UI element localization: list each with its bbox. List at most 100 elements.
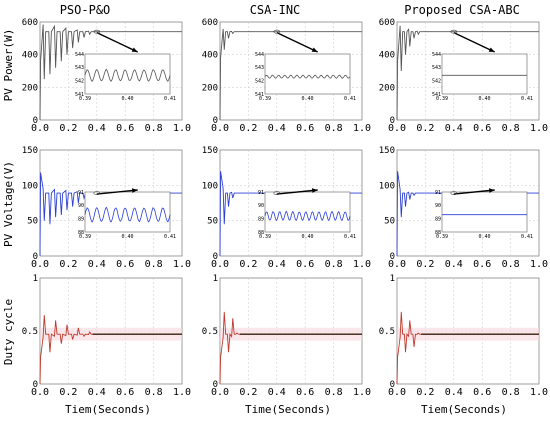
y-tick-label: 200 <box>22 83 38 93</box>
inset-y-tick-label: 541 <box>255 92 264 98</box>
inset-x-tick-label: 0.41 <box>344 96 356 102</box>
y-tick-label: 0 <box>213 116 218 126</box>
series-line <box>39 24 182 121</box>
column-xlabel-csa-abc: Tiem(Seconds) <box>421 403 507 416</box>
inset-y-tick-label: 91 <box>435 190 441 196</box>
y-tick-label: 1 <box>390 274 395 284</box>
y-tick-label: 150 <box>22 146 38 156</box>
chart-panel: 0.0 0.2 0.4 0.6 0.8 1.0 0 200 400 600 541 542 543 544… <box>379 18 548 134</box>
y-tick-label: 0 <box>390 116 395 126</box>
y-tick-label: 0 <box>213 380 218 390</box>
y-tick-label: 0.5 <box>379 327 395 337</box>
x-tick-label: 0.4 <box>88 123 106 134</box>
y-tick-label: 150 <box>202 146 218 156</box>
column-xlabel-csa-inc: Time(Seconds) <box>245 403 331 416</box>
inset-x-tick-label: 0.39 <box>436 96 448 102</box>
x-tick-label: 0.6 <box>116 123 134 134</box>
zoom-region-marker <box>93 29 101 34</box>
x-tick-label: 0.2 <box>59 387 77 398</box>
series-line <box>219 311 362 385</box>
column-title-csa-abc: Proposed CSA-ABC <box>404 3 520 17</box>
inset-series-line <box>264 210 351 222</box>
x-tick-label: 0.6 <box>296 259 314 270</box>
inset-x-tick-label: 0.41 <box>164 234 176 240</box>
inset-x-tick-label: 0.40 <box>121 96 133 102</box>
inset-y-tick-label: 88 <box>258 230 264 236</box>
zoom-arrow <box>96 32 138 53</box>
inset-x-tick-label: 0.39 <box>259 234 271 240</box>
x-tick-label: 0.4 <box>445 259 463 270</box>
x-tick-label: 0.8 <box>502 259 520 270</box>
chart-panel: 0.0 0.2 0.4 0.6 0.8 1.0 0 0.5 1 <box>22 274 191 398</box>
inset-x-tick-label: 0.40 <box>121 234 133 240</box>
inset-plot-area <box>264 53 351 95</box>
zoom-arrow-head <box>488 188 495 193</box>
y-tick-label: 0 <box>390 380 395 390</box>
inset-y-tick-label: 91 <box>258 190 264 196</box>
chart-panels: 0.0 0.2 0.4 0.6 0.8 1.0 0 200 400 600 541 542 543 544… <box>22 18 548 398</box>
y-tick-label: 600 <box>202 18 218 28</box>
chart-panel: 0.0 0.2 0.4 0.6 0.8 1.0 0 0.5 1 <box>379 274 548 398</box>
x-tick-label: 0.8 <box>325 387 343 398</box>
x-tick-label: 0.6 <box>473 123 491 134</box>
x-tick-label: 0.8 <box>502 387 520 398</box>
row-ylabel-duty: Duty cycle <box>2 299 15 365</box>
inset-y-tick-label: 91 <box>78 190 84 196</box>
y-tick-label: 0 <box>33 252 38 262</box>
y-tick-label: 400 <box>379 51 395 61</box>
x-tick-label: 1.0 <box>353 259 371 270</box>
inset-y-tick-label: 542 <box>432 78 441 84</box>
x-tick-label: 0.0 <box>388 387 406 398</box>
inset-x-tick-label: 0.40 <box>478 96 490 102</box>
inset-zoom: 88 89 90 91 0.39 0.40 0.41 <box>435 188 533 240</box>
inset-y-tick-label: 544 <box>75 52 84 58</box>
y-tick-label: 1 <box>33 274 38 284</box>
x-tick-label: 0.8 <box>145 259 163 270</box>
x-tick-label: 0.6 <box>116 259 134 270</box>
y-tick-label: 400 <box>202 51 218 61</box>
chart-panel: 0.0 0.2 0.4 0.6 0.8 1.0 0 50 100 150 88 89 90 91 0.39 0… <box>22 146 191 270</box>
x-tick-label: 0.2 <box>239 259 257 270</box>
x-tick-label: 1.0 <box>530 259 548 270</box>
inset-zoom: 541 542 543 544 0.39 0.40 0.41 <box>255 29 356 102</box>
x-tick-label: 0.4 <box>88 387 106 398</box>
x-tick-label: 0.4 <box>88 259 106 270</box>
inset-y-tick-label: 544 <box>255 52 264 58</box>
x-tick-label: 0.0 <box>31 259 49 270</box>
inset-y-tick-label: 543 <box>75 65 84 71</box>
inset-x-tick-label: 0.41 <box>521 96 533 102</box>
zoom-arrow-head <box>311 188 318 193</box>
inset-plot-area <box>441 53 528 95</box>
x-tick-label: 0.6 <box>473 387 491 398</box>
inset-y-tick-label: 88 <box>435 230 441 236</box>
chart-panel: 0.0 0.2 0.4 0.6 0.8 1.0 0 200 400 600 541 542 543 544… <box>202 18 371 134</box>
inset-x-tick-label: 0.39 <box>79 234 91 240</box>
zoom-arrow-head <box>311 47 318 52</box>
x-tick-label: 1.0 <box>173 123 191 134</box>
inset-x-tick-label: 0.40 <box>301 96 313 102</box>
y-tick-label: 50 <box>207 217 218 227</box>
inset-y-tick-label: 90 <box>78 203 84 209</box>
series-line <box>39 315 182 385</box>
column-title-csa-inc: CSA-INC <box>250 3 301 17</box>
x-tick-label: 0.6 <box>473 259 491 270</box>
x-tick-label: 0.8 <box>145 123 163 134</box>
x-tick-label: 0.0 <box>388 123 406 134</box>
x-tick-label: 1.0 <box>173 259 191 270</box>
zoom-arrow <box>276 32 318 53</box>
inset-y-tick-label: 89 <box>258 216 264 222</box>
zoom-region-marker <box>450 29 458 34</box>
x-tick-label: 0.4 <box>268 123 286 134</box>
inset-y-tick-label: 543 <box>432 65 441 71</box>
y-tick-label: 0.5 <box>22 327 38 337</box>
x-tick-label: 0.2 <box>416 123 434 134</box>
y-tick-label: 600 <box>379 18 395 28</box>
inset-plot-area <box>264 191 351 233</box>
inset-y-tick-label: 542 <box>75 78 84 84</box>
chart-panel: 0.0 0.2 0.4 0.6 0.8 1.0 0 200 400 600 541 542 543 544… <box>22 18 191 134</box>
inset-zoom: 541 542 543 544 0.39 0.40 0.41 <box>75 29 176 102</box>
x-tick-label: 0.6 <box>296 387 314 398</box>
x-tick-label: 0.8 <box>325 123 343 134</box>
x-tick-label: 0.4 <box>268 259 286 270</box>
